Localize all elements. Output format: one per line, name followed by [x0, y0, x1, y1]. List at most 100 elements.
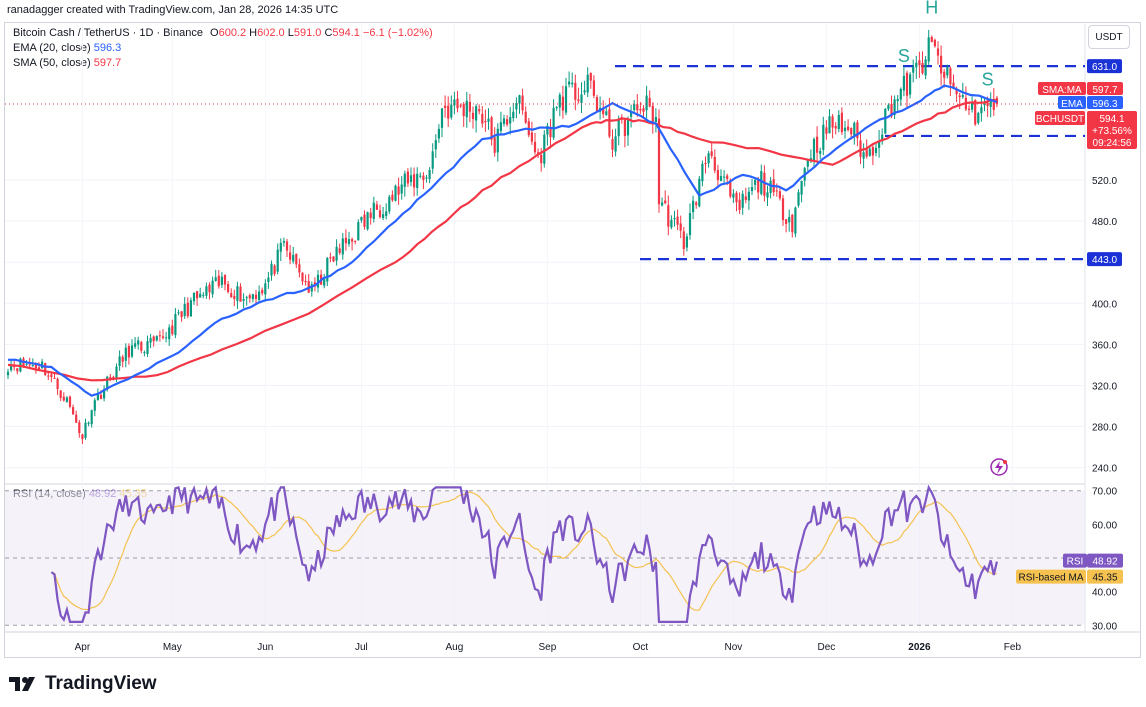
candle-body — [692, 200, 695, 213]
time-tick-label: Jul — [355, 642, 368, 653]
close-label: C — [324, 27, 333, 39]
symbol-name-badge — [1035, 111, 1085, 125]
currency-unit-button[interactable]: USDT — [1088, 25, 1130, 49]
ema-name-badge — [1058, 96, 1086, 109]
candle-body — [134, 343, 137, 347]
candle-body — [558, 94, 561, 108]
candle-body — [710, 151, 713, 157]
candle-body — [233, 295, 236, 300]
candle-body — [196, 291, 199, 299]
candle-body — [726, 175, 729, 179]
candle-body — [884, 108, 887, 134]
candle-body — [298, 264, 301, 273]
candle-body — [781, 198, 785, 221]
candle-body — [778, 191, 781, 199]
candle-body — [273, 265, 276, 274]
candle-body — [868, 148, 871, 156]
candle-body — [577, 99, 580, 102]
low-value: 591.0 — [293, 27, 322, 39]
candle-body — [760, 171, 763, 195]
candle-body — [958, 95, 961, 98]
candle-body — [245, 297, 248, 299]
candle-body — [447, 105, 450, 119]
candle-body — [648, 97, 651, 107]
candle-body — [512, 111, 515, 119]
candle-body — [106, 376, 109, 390]
candle-body — [791, 214, 794, 233]
candle-body — [25, 364, 28, 366]
candle-body — [158, 335, 161, 337]
lightning-bolt-icon — [995, 461, 1003, 474]
candle-body — [614, 136, 617, 152]
last-price-badge-text: +73.56% — [1092, 126, 1132, 137]
candle-body — [146, 341, 149, 355]
candle-body — [893, 99, 896, 116]
candle-body — [502, 118, 506, 124]
candle-body — [385, 211, 388, 217]
candle-body — [921, 63, 924, 74]
candle-body — [214, 277, 217, 281]
candle-body — [571, 82, 574, 85]
candle-body — [258, 291, 261, 301]
candle-body — [664, 200, 667, 204]
candle-body — [564, 86, 568, 113]
candle-body — [633, 104, 636, 111]
candle-body — [688, 213, 692, 236]
candle-body — [62, 396, 65, 401]
ema-legend[interactable]: EMA (20, close) 596.3 — [13, 42, 121, 54]
candle-body — [853, 122, 856, 136]
candle-body — [840, 112, 843, 133]
candle-body — [757, 179, 760, 193]
candle-body — [506, 119, 509, 125]
candle-body — [127, 346, 130, 358]
sma-legend[interactable]: SMA (50, close) 597.7 — [13, 57, 121, 69]
open-label: O — [210, 27, 219, 39]
candle-body — [899, 88, 902, 100]
candle-body — [735, 192, 738, 203]
candle-body — [682, 231, 685, 249]
candle-body — [295, 253, 298, 265]
candle-body — [465, 100, 468, 118]
price-tick-label: 520.0 — [1092, 176, 1117, 187]
candle-body — [65, 397, 68, 402]
candle-body — [608, 109, 611, 137]
candle-body — [983, 103, 986, 106]
rsi-ma-value-badge — [1087, 569, 1123, 584]
rsi-ma-name-badge — [1016, 569, 1086, 584]
candle-body — [248, 295, 251, 299]
candle-body — [84, 422, 87, 438]
candle-body — [47, 375, 50, 377]
candle-body — [909, 74, 912, 95]
candle-body — [940, 55, 943, 74]
candle-body — [871, 146, 874, 156]
candle-body — [785, 219, 788, 224]
candle-body — [654, 117, 657, 122]
candle-body — [896, 99, 899, 102]
candle-body — [363, 214, 366, 227]
candle-body — [124, 347, 127, 361]
candle-body — [574, 82, 577, 100]
candle-body — [81, 434, 84, 440]
candle-body — [310, 284, 313, 292]
candle-body — [199, 293, 202, 298]
candle-body — [267, 277, 270, 283]
candle-body — [137, 340, 140, 345]
candle-body — [382, 214, 385, 218]
head-label: H — [925, 0, 938, 18]
candle-body — [847, 126, 850, 130]
candle-body — [422, 175, 425, 180]
candle-body — [515, 103, 518, 110]
candle-body — [676, 216, 679, 225]
last-price-badge-text: 09:24:56 — [1093, 138, 1132, 149]
candle-body — [223, 274, 227, 285]
candle-body — [285, 241, 289, 251]
candle-body — [28, 364, 31, 366]
rsi-line — [50, 484, 998, 623]
candle-body — [850, 128, 853, 135]
candle-body — [723, 176, 726, 178]
candle-body — [766, 192, 769, 198]
candle-body — [177, 312, 180, 314]
tradingview-logo-icon — [9, 677, 35, 691]
candle-body — [887, 105, 890, 110]
